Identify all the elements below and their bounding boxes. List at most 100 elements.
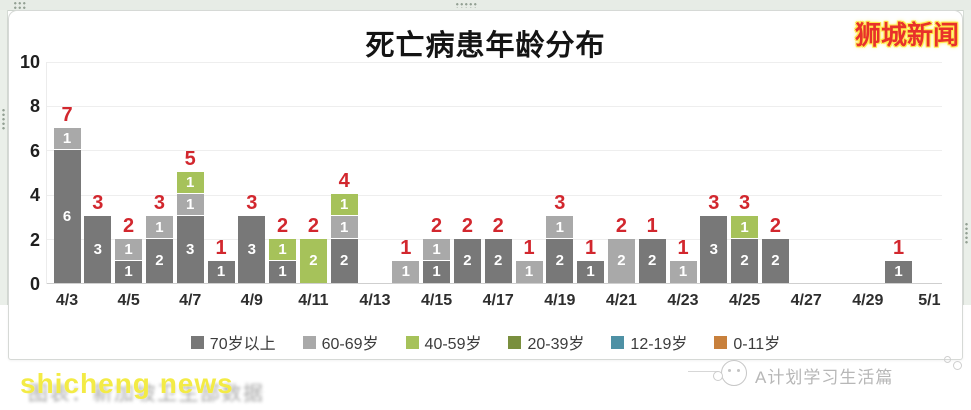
legend-label: 60-69岁	[321, 336, 379, 353]
x-tick-label-4/15: 4/15	[421, 292, 453, 309]
segment-value-label: 3	[186, 241, 195, 259]
watermark-text: shicheng news	[20, 368, 234, 399]
segment-70岁以上: 2	[453, 238, 481, 283]
bar-4/4: 3	[84, 216, 112, 283]
segment-60-69岁: 1	[669, 260, 697, 283]
total-label-4/12: 4	[338, 170, 350, 193]
bar-4/18: 1	[515, 260, 543, 283]
bar-4/9: 3	[238, 216, 266, 283]
drag-handle-dots-top-left[interactable]	[13, 1, 27, 9]
y-tick-label-6: 6	[29, 140, 40, 161]
segment-70岁以上: 3	[700, 216, 728, 283]
segment-value-label: 2	[771, 252, 780, 270]
account-avatar	[713, 360, 747, 386]
segment-70岁以上: 2	[330, 238, 358, 283]
segment-value-label: 1	[216, 263, 226, 281]
bar-4/30: 1	[885, 260, 913, 283]
segment-value-label: 2	[740, 252, 749, 270]
chart-title: 死亡病患年龄分布	[365, 30, 606, 62]
bar-4/23: 1	[669, 260, 697, 283]
segment-70岁以上: 2	[145, 238, 173, 283]
bar-4/14: 1	[392, 260, 420, 283]
total-label-4/25: 3	[739, 192, 751, 215]
drag-handle-dots-top-center[interactable]	[455, 2, 477, 8]
legend-label: 12-19岁	[630, 336, 688, 353]
legend-item-40-59岁: 40-59岁	[405, 330, 482, 354]
x-tick-label-4/29: 4/29	[852, 292, 884, 309]
x-tick-label-4/9: 4/9	[240, 292, 263, 309]
legend-label: 70岁以上	[209, 336, 276, 353]
gridline-4	[47, 194, 942, 196]
bar-4/8: 1	[207, 260, 235, 283]
segment-60-69岁: 1	[115, 238, 143, 261]
gridline-6	[47, 150, 942, 152]
total-label-4/30: 1	[893, 236, 905, 259]
segment-40-59岁: 1	[269, 238, 297, 261]
y-tick-label-8: 8	[29, 96, 40, 117]
segment-70岁以上: 6	[53, 149, 81, 283]
segment-60-69岁: 1	[515, 260, 543, 283]
legend-label: 40-59岁	[424, 336, 482, 353]
corner-decoration-dot	[944, 356, 951, 363]
legend-swatch	[302, 335, 316, 349]
total-label-4/21: 2	[615, 214, 627, 237]
gridline-8	[47, 105, 942, 107]
total-label-4/18: 1	[523, 236, 535, 259]
bar-4/21: 2	[607, 238, 635, 283]
total-label-4/24: 3	[708, 192, 720, 215]
x-tick-label-4/25: 4/25	[729, 292, 761, 309]
x-tick-label-4/11: 4/11	[298, 292, 329, 309]
segment-70岁以上: 3	[176, 216, 204, 283]
legend-label: 20-39岁	[527, 336, 585, 353]
segment-value-label: 1	[432, 240, 441, 258]
segment-value-label: 6	[62, 207, 72, 225]
segment-value-label: 3	[247, 241, 256, 259]
bar-4/20: 1	[577, 260, 605, 283]
segment-value-label: 1	[186, 196, 195, 214]
segment-value-label: 1	[278, 263, 287, 281]
total-label-4/17: 2	[492, 214, 504, 237]
legend-swatch	[611, 335, 625, 349]
segment-value-label: 1	[62, 129, 72, 147]
right-edge-strip	[963, 10, 971, 305]
segment-60-69岁: 1	[53, 127, 81, 150]
segment-value-label: 3	[93, 241, 102, 259]
drag-handle-dots-right[interactable]	[964, 222, 969, 244]
segment-70岁以上: 1	[577, 260, 605, 283]
chart-panel	[8, 10, 963, 360]
total-label-4/16: 2	[461, 214, 473, 237]
total-label-4/26: 2	[769, 214, 781, 237]
segment-value-label: 1	[740, 218, 749, 236]
legend-item-0-11岁: 0-11岁	[714, 330, 780, 354]
segment-value-label: 2	[463, 252, 472, 270]
legend-swatch	[190, 335, 204, 349]
segment-60-69岁: 1	[330, 216, 358, 239]
drag-handle-dots-left[interactable]	[1, 108, 6, 130]
x-tick-label-4/7: 4/7	[179, 292, 202, 309]
segment-70岁以上: 2	[484, 238, 512, 283]
segment-value-label: 1	[432, 263, 441, 281]
segment-70岁以上: 3	[84, 216, 112, 283]
segment-60-69岁: 2	[607, 238, 635, 283]
legend-item-12-19岁: 12-19岁	[611, 330, 687, 354]
bar-4/7: 3 1 1	[176, 172, 204, 283]
total-label-4/15: 2	[431, 214, 443, 237]
legend-swatch	[508, 335, 522, 349]
total-label-4/10: 2	[277, 214, 289, 237]
segment-value-label: 1	[678, 263, 688, 281]
gridline-10	[47, 61, 942, 63]
segment-70岁以上: 1	[207, 260, 235, 283]
segment-60-69岁: 1	[145, 216, 173, 239]
segment-70岁以上: 1	[423, 260, 451, 283]
total-label-4/6: 3	[153, 192, 165, 215]
segment-70岁以上: 2	[731, 238, 759, 283]
bar-4/11: 2	[299, 238, 327, 283]
bar-4/24: 3	[700, 216, 728, 283]
x-tick-label-4/3: 4/3	[55, 292, 79, 309]
y-tick-label-10: 10	[19, 52, 40, 72]
total-label-4/20: 1	[585, 236, 597, 259]
